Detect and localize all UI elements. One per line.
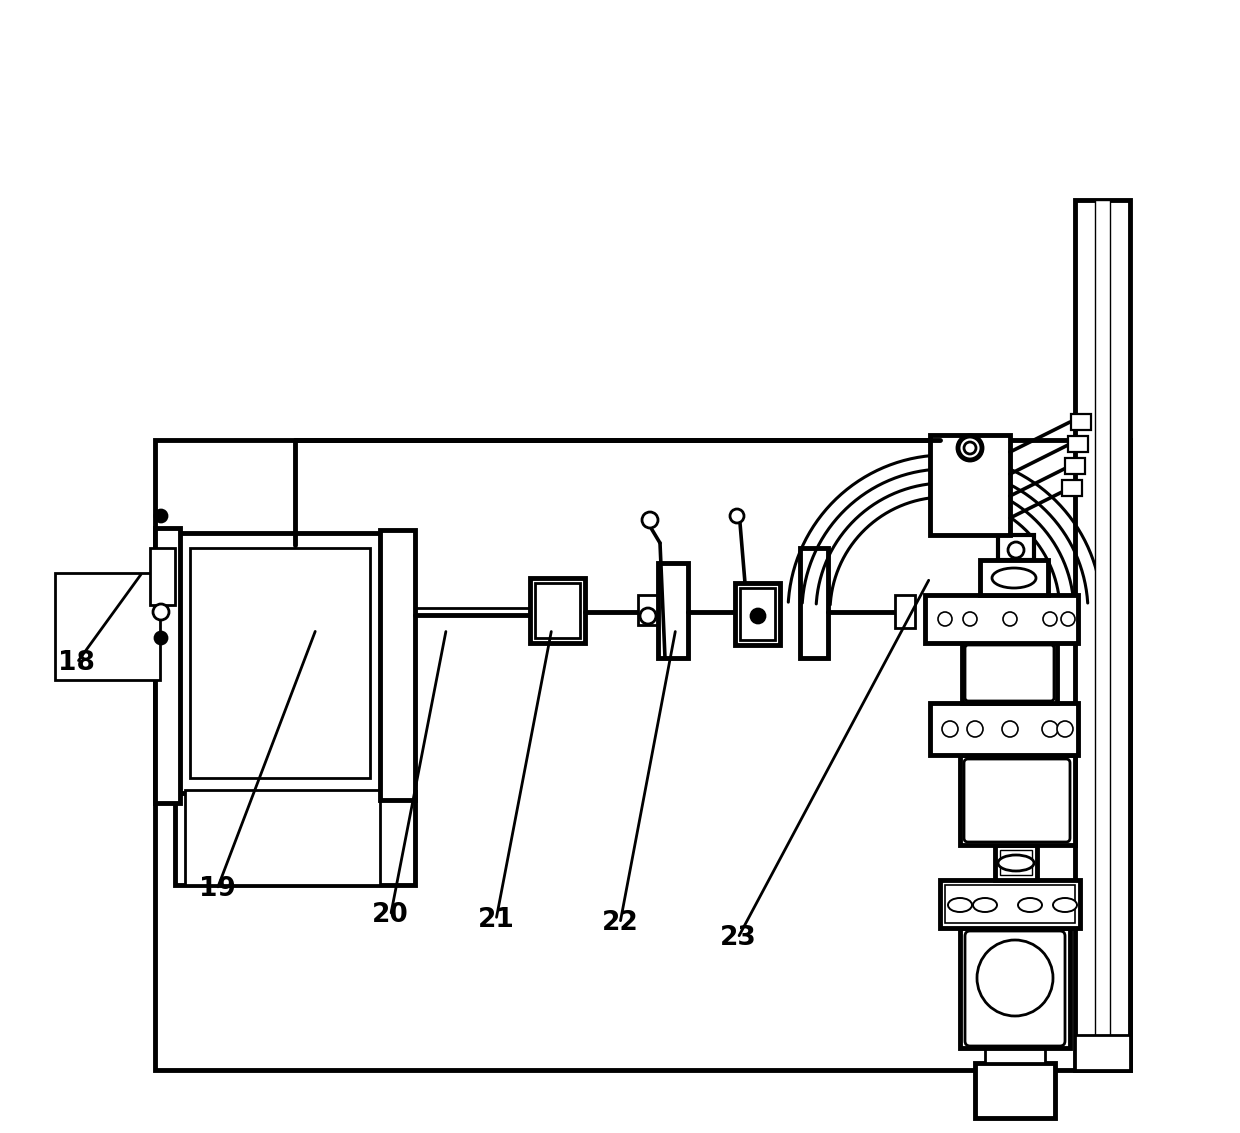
Circle shape xyxy=(967,721,983,736)
Bar xyxy=(155,440,1130,1070)
Circle shape xyxy=(640,608,656,624)
Circle shape xyxy=(153,604,169,620)
Circle shape xyxy=(1002,721,1018,736)
Bar xyxy=(1061,480,1083,496)
Bar xyxy=(800,548,828,658)
Ellipse shape xyxy=(998,855,1034,871)
Bar xyxy=(994,845,1037,880)
Bar xyxy=(155,528,180,803)
Text: 20: 20 xyxy=(372,903,409,928)
Bar xyxy=(185,790,379,885)
Text: 19: 19 xyxy=(198,877,236,902)
FancyBboxPatch shape xyxy=(965,931,1065,1046)
Circle shape xyxy=(751,610,765,623)
Circle shape xyxy=(1056,721,1073,736)
Bar xyxy=(55,573,160,680)
Bar xyxy=(150,548,175,605)
Ellipse shape xyxy=(1018,898,1042,912)
Bar xyxy=(998,535,1034,560)
Ellipse shape xyxy=(1053,898,1078,912)
Bar xyxy=(175,792,415,885)
Bar xyxy=(975,1063,1055,1118)
Circle shape xyxy=(730,509,744,523)
Circle shape xyxy=(155,632,167,644)
Bar xyxy=(1068,436,1087,452)
Bar xyxy=(1065,458,1085,474)
FancyBboxPatch shape xyxy=(963,759,1070,842)
Circle shape xyxy=(1008,542,1024,557)
Bar xyxy=(980,560,1048,595)
FancyBboxPatch shape xyxy=(965,645,1054,701)
Bar xyxy=(529,578,585,644)
Ellipse shape xyxy=(949,898,972,912)
Bar xyxy=(985,1048,1045,1063)
Bar xyxy=(658,563,688,658)
Circle shape xyxy=(1043,612,1056,627)
Circle shape xyxy=(155,510,167,522)
Bar xyxy=(962,644,1056,702)
Bar xyxy=(1075,201,1130,1070)
Bar xyxy=(534,583,580,638)
Circle shape xyxy=(977,940,1053,1016)
Ellipse shape xyxy=(973,898,997,912)
Circle shape xyxy=(963,612,977,627)
Bar xyxy=(940,880,1080,928)
Text: 23: 23 xyxy=(719,926,756,951)
Bar xyxy=(999,850,1032,875)
Bar xyxy=(1095,201,1110,1070)
Circle shape xyxy=(642,512,658,528)
Bar xyxy=(930,435,1011,535)
Bar xyxy=(930,702,1078,755)
Bar xyxy=(1071,414,1091,431)
Circle shape xyxy=(942,721,959,736)
Bar xyxy=(945,885,1075,923)
Circle shape xyxy=(963,442,976,454)
Circle shape xyxy=(1003,612,1017,627)
Circle shape xyxy=(959,436,982,460)
Circle shape xyxy=(1061,612,1075,627)
Circle shape xyxy=(937,612,952,627)
Bar xyxy=(379,530,415,800)
Text: 21: 21 xyxy=(477,908,515,932)
Bar xyxy=(960,928,1070,1048)
Bar xyxy=(735,583,780,645)
Text: 22: 22 xyxy=(601,911,639,936)
Bar xyxy=(740,588,775,640)
Text: 18: 18 xyxy=(58,650,95,675)
Bar xyxy=(960,755,1075,845)
Bar xyxy=(190,548,370,778)
Bar xyxy=(925,595,1078,644)
Bar xyxy=(895,595,915,628)
Bar xyxy=(175,533,384,793)
Bar xyxy=(1075,1036,1130,1070)
Bar xyxy=(639,595,658,625)
Circle shape xyxy=(1042,721,1058,736)
Ellipse shape xyxy=(992,568,1035,588)
